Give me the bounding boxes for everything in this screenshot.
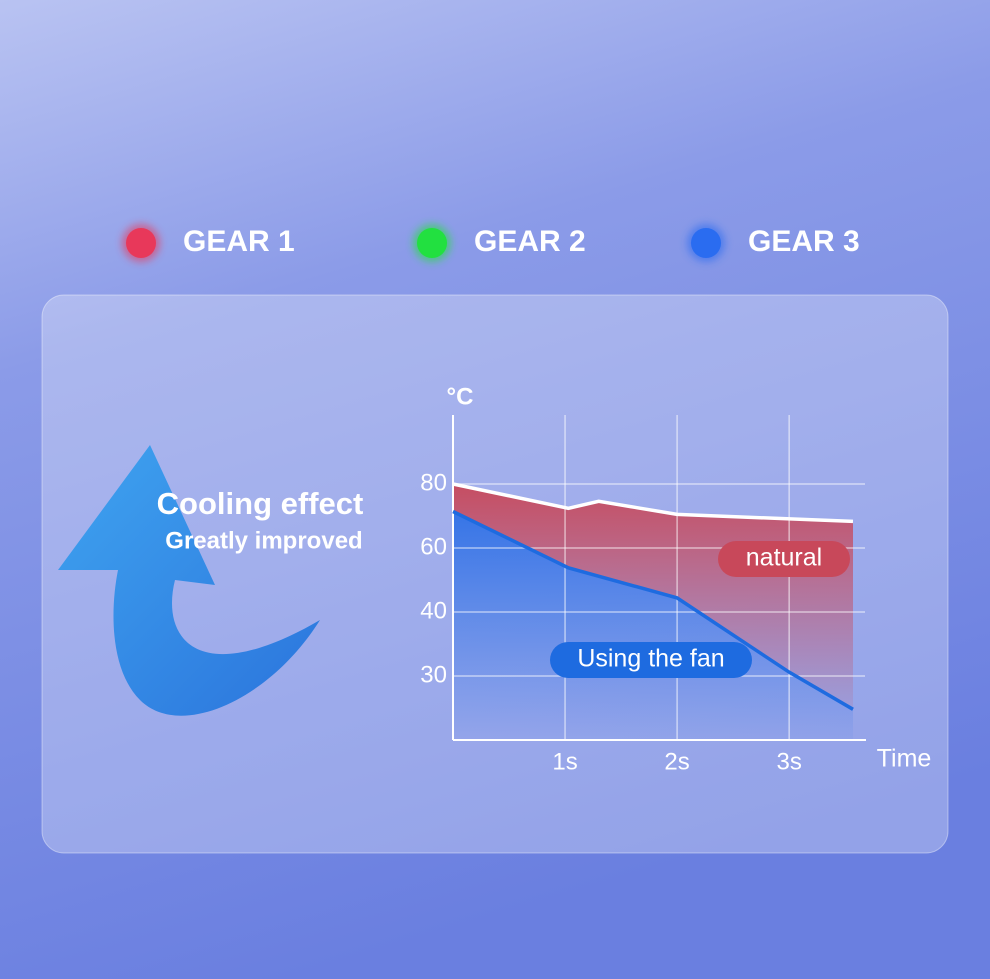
legend-dot xyxy=(126,228,156,258)
y-axis-label: °C xyxy=(447,383,474,410)
line xyxy=(452,509,854,711)
line xyxy=(452,482,854,524)
series-label: Using the fan xyxy=(577,645,724,673)
y-tick-label: 80 xyxy=(420,469,447,496)
y-tick-label: 40 xyxy=(420,597,447,624)
natural-area xyxy=(453,484,853,710)
arrow-icon xyxy=(58,445,320,716)
x-axis-label: Time xyxy=(877,745,932,773)
series-label: natural xyxy=(746,544,822,572)
x-tick-label: 2s xyxy=(664,748,689,775)
x-tick-label: 3s xyxy=(776,748,801,775)
headline-title: Cooling effect xyxy=(157,486,364,521)
legend-label: GEAR 3 xyxy=(748,225,860,258)
legend-label: GEAR 1 xyxy=(183,225,295,258)
legend: GEAR 1 GEAR 2 GEAR 3 xyxy=(122,224,860,262)
y-tick-label: 60 xyxy=(420,533,447,560)
legend-dot xyxy=(417,228,447,258)
chart: 30 40 60 80 1s 2s 3s °C Time natural Using the fan xyxy=(420,383,931,775)
legend-dot xyxy=(691,228,721,258)
headline-subtitle: Greatly improved xyxy=(165,527,362,554)
x-tick-label: 1s xyxy=(552,748,577,775)
legend-label: GEAR 2 xyxy=(474,225,586,258)
y-tick-label: 30 xyxy=(420,661,447,688)
series-label-bg xyxy=(550,642,752,678)
fan-area xyxy=(453,511,854,740)
series-label-bg xyxy=(718,541,850,577)
